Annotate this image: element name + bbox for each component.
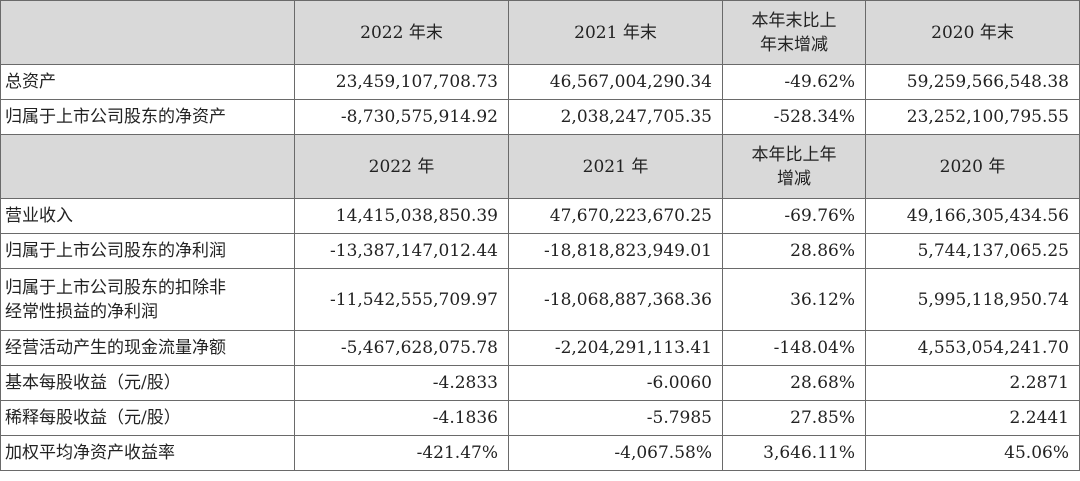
value-2020: 4,553,054,241.70 [865,330,1080,366]
row-label: 基本每股收益（元/股） [0,365,295,401]
header-2022-year-end: 2022 年末 [294,0,509,65]
value-2021: 46,567,004,290.34 [508,64,723,100]
value-2020: 49,166,305,434.56 [865,198,1080,234]
value-2022: -8,730,575,914.92 [294,99,509,135]
value-2021: -18,818,823,949.01 [508,233,723,269]
value-change: -148.04% [722,330,866,366]
row-label: 归属于上市公司股东的扣除非 经常性损益的净利润 [0,268,295,331]
value-2022: -421.47% [294,435,509,471]
value-2021: -6.0060 [508,365,723,401]
value-2020: 2.2441 [865,400,1080,436]
header-year-end-change: 本年末比上 年末增减 [722,0,866,65]
header-year-change: 本年比上年 增减 [722,134,866,199]
value-2021: -18,068,887,368.36 [508,268,723,331]
table-row: 基本每股收益（元/股） -4.2833 -6.0060 28.68% 2.287… [0,365,1080,401]
value-2022: -5,467,628,075.78 [294,330,509,366]
row-label-line2: 经常性损益的净利润 [5,301,158,322]
table-row: 营业收入 14,415,038,850.39 47,670,223,670.25… [0,198,1080,234]
balance-header-row: 2022 年末 2021 年末 本年末比上 年末增减 2020 年末 [0,0,1080,65]
row-label: 总资产 [0,64,295,100]
row-label: 归属于上市公司股东的净利润 [0,233,295,269]
table-row: 加权平均净资产收益率 -421.47% -4,067.58% 3,646.11%… [0,435,1080,471]
header-year-end-change-line2: 年末增减 [760,34,828,55]
financial-summary-table: 2022 年末 2021 年末 本年末比上 年末增减 2020 年末 总资产 2… [0,0,1080,471]
table-row: 稀释每股收益（元/股） -4.1836 -5.7985 27.85% 2.244… [0,400,1080,436]
value-2022: -11,542,555,709.97 [294,268,509,331]
row-label: 归属于上市公司股东的净资产 [0,99,295,135]
value-2022: 23,459,107,708.73 [294,64,509,100]
value-change: 28.86% [722,233,866,269]
header-year-change-line1: 本年比上年 [751,144,837,165]
value-2020: 5,995,118,950.74 [865,268,1080,331]
header-2021-year: 2021 年 [508,134,723,199]
header-year-change-line2: 增减 [777,168,811,189]
value-2022: -4.2833 [294,365,509,401]
value-2021: -4,067.58% [508,435,723,471]
value-2021: 47,670,223,670.25 [508,198,723,234]
header-2021-year-end: 2021 年末 [508,0,723,65]
value-2020: 45.06% [865,435,1080,471]
value-2020: 59,259,566,548.38 [865,64,1080,100]
row-label: 经营活动产生的现金流量净额 [0,330,295,366]
row-label-line1: 归属于上市公司股东的扣除非 [5,277,226,298]
income-header-row: 2022 年 2021 年 本年比上年 增减 2020 年 [0,134,1080,199]
value-change: -49.62% [722,64,866,100]
value-change: -69.76% [722,198,866,234]
value-change: 27.85% [722,400,866,436]
header-2020-year: 2020 年 [865,134,1080,199]
header-year-end-change-line1: 本年末比上 [751,10,837,31]
header-2022-year: 2022 年 [294,134,509,199]
value-2021: -5.7985 [508,400,723,436]
value-2021: -2,204,291,113.41 [508,330,723,366]
value-2022: -4.1836 [294,400,509,436]
header-2020-year-end: 2020 年末 [865,0,1080,65]
value-2020: 2.2871 [865,365,1080,401]
header-blank-cell [0,134,295,199]
value-change: 3,646.11% [722,435,866,471]
table-row: 经营活动产生的现金流量净额 -5,467,628,075.78 -2,204,2… [0,330,1080,366]
value-2022: -13,387,147,012.44 [294,233,509,269]
value-2022: 14,415,038,850.39 [294,198,509,234]
value-change: 28.68% [722,365,866,401]
row-label: 稀释每股收益（元/股） [0,400,295,436]
table-row: 归属于上市公司股东的净资产 -8,730,575,914.92 2,038,24… [0,99,1080,135]
header-blank-cell [0,0,295,65]
value-2020: 23,252,100,795.55 [865,99,1080,135]
value-change: 36.12% [722,268,866,331]
table-row: 归属于上市公司股东的扣除非 经常性损益的净利润 -11,542,555,709.… [0,268,1080,331]
table-row: 归属于上市公司股东的净利润 -13,387,147,012.44 -18,818… [0,233,1080,269]
row-label: 加权平均净资产收益率 [0,435,295,471]
value-2021: 2,038,247,705.35 [508,99,723,135]
value-change: -528.34% [722,99,866,135]
table-row: 总资产 23,459,107,708.73 46,567,004,290.34 … [0,64,1080,100]
value-2020: 5,744,137,065.25 [865,233,1080,269]
row-label: 营业收入 [0,198,295,234]
